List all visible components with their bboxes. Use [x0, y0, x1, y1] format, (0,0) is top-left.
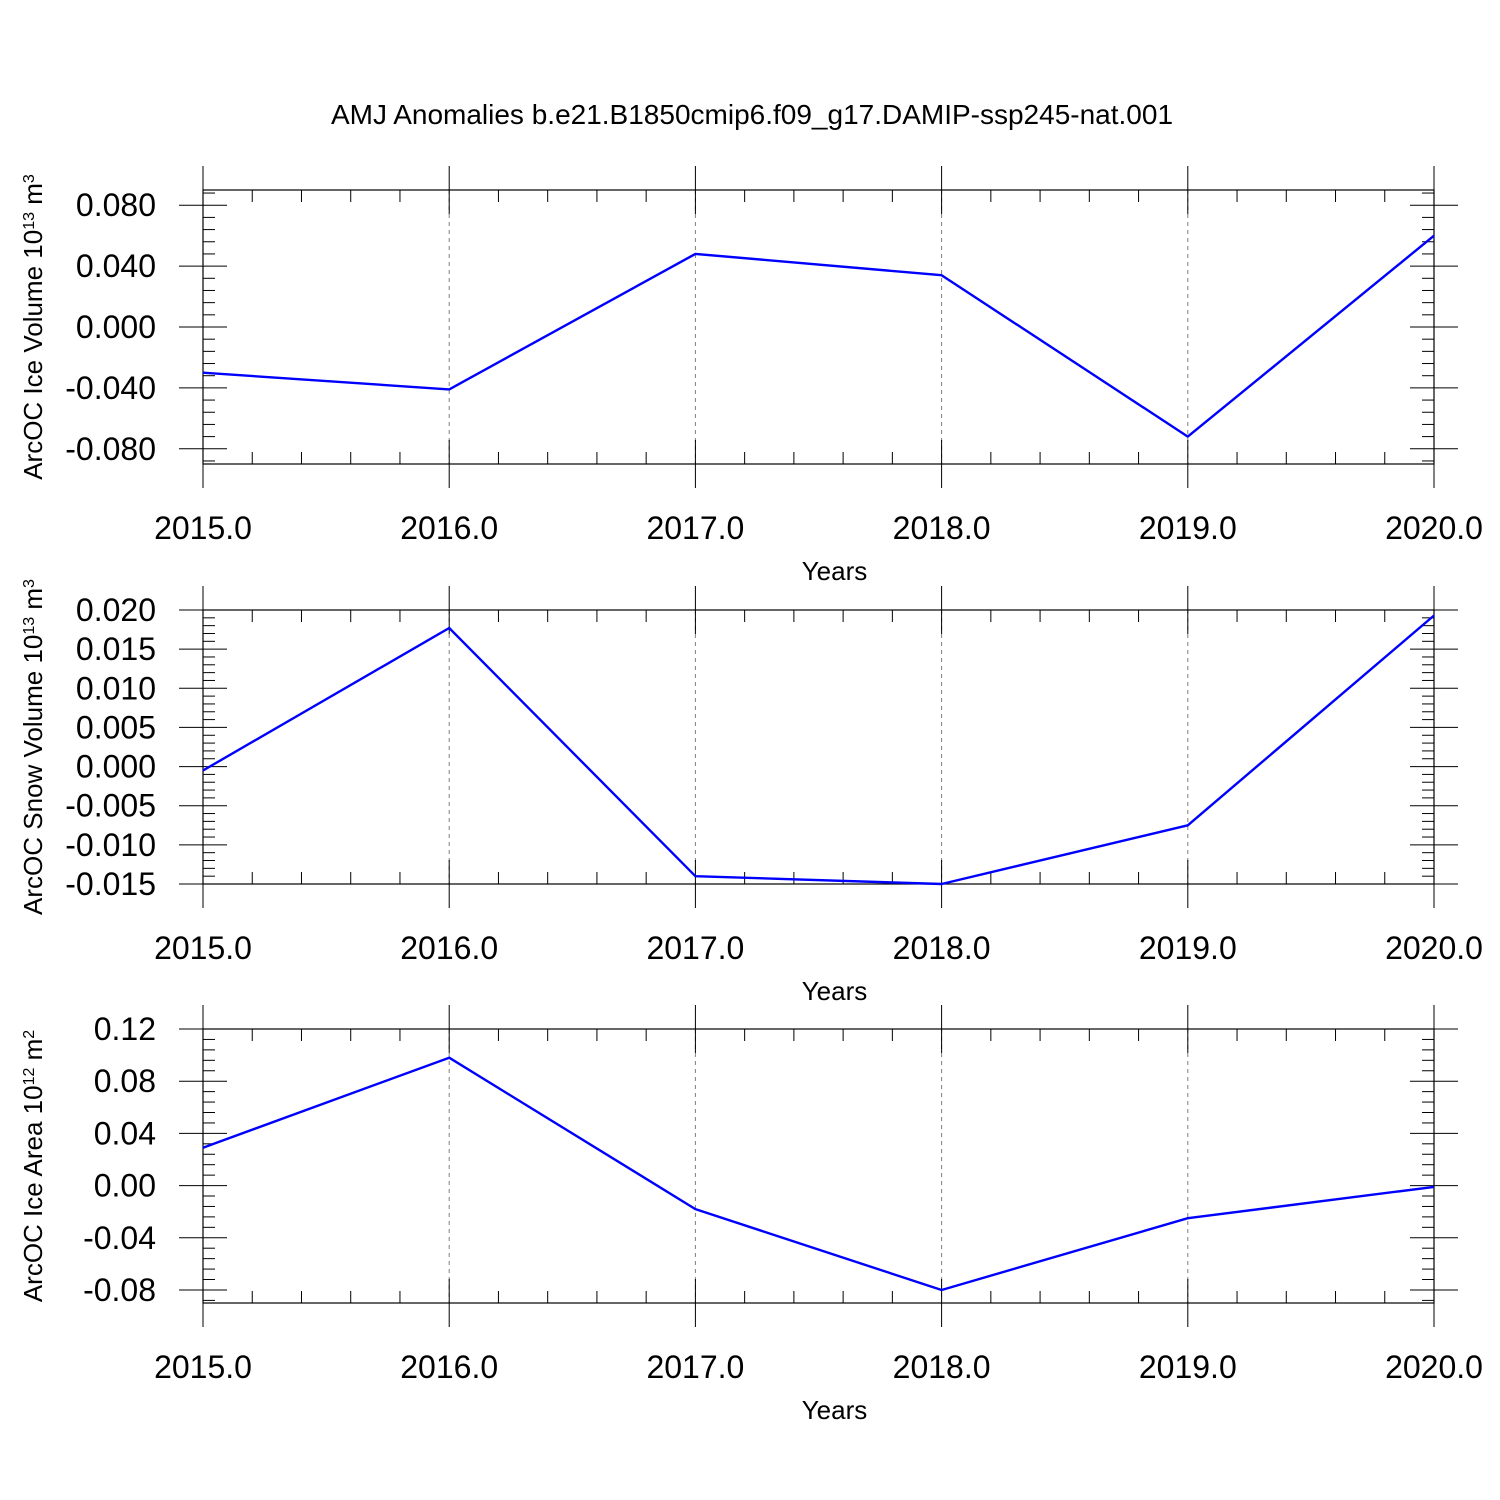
y-axis-label-text: ArcOC Ice Area 10: [18, 1085, 48, 1302]
y-axis-label-text: m: [18, 588, 48, 617]
y-tick-label: -0.080: [65, 431, 156, 467]
y-tick-label: 0.00: [94, 1168, 156, 1204]
y-tick-label: -0.015: [65, 866, 156, 902]
chart-panel-3: 2015.0 2016.0 2017.0 2018.0 2019.0 2020.0 Year…: [18, 1005, 1483, 1425]
y-axis-label-text: ArcOC Ice Volume 10: [18, 230, 48, 480]
y-axis-label-superscript: 2: [21, 1030, 38, 1039]
x-tick-label: 2020.0: [1385, 930, 1483, 966]
x-tick-label: 2017.0: [646, 510, 744, 546]
x-tick-label: 2020.0: [1385, 510, 1483, 546]
y-tick-label: 0.080: [76, 187, 156, 223]
y-tick-label: 0.12: [94, 1011, 156, 1047]
y-axis-label-text: ArcOC Snow Volume 10: [18, 635, 48, 915]
x-tick-label: 2019.0: [1139, 1349, 1237, 1385]
y-tick-label: 0.040: [76, 248, 156, 284]
plot-frame: [202, 189, 1435, 465]
y-tick-label: 0.020: [76, 592, 156, 628]
chart-panel-2: 2015.0 2016.0 2017.0 2018.0 2019.0 2020.0 Year…: [18, 579, 1483, 1006]
x-tick-label: 2018.0: [893, 930, 991, 966]
y-tick-label: 0.04: [94, 1115, 156, 1151]
x-tick-label: 2015.0: [154, 510, 252, 546]
y-axis-label-superscript: 12: [21, 1068, 38, 1086]
chart-title: AMJ Anomalies b.e21.B1850cmip6.f09_g17.D…: [331, 99, 1173, 130]
y-tick-label: -0.010: [65, 827, 156, 863]
y-tick-label: -0.08: [83, 1272, 156, 1308]
y-axis-label: ArcOC Ice Area 1012 m2: [18, 1030, 48, 1302]
y-axis-label-superscript: 13: [21, 617, 38, 635]
x-tick-label: 2015.0: [154, 1349, 252, 1385]
series-line: [202, 1056, 1435, 1292]
y-tick-label: -0.005: [65, 788, 156, 824]
y-axis-label-superscript: 13: [21, 212, 38, 230]
x-tick-label: 2018.0: [893, 510, 991, 546]
y-tick-label: 0.015: [76, 631, 156, 667]
y-axis-label-text: m: [18, 1039, 48, 1068]
x-axis-label: Years: [802, 1395, 868, 1425]
y-tick-label: 0.000: [76, 309, 156, 345]
y-tick-label: 0.010: [76, 670, 156, 706]
x-tick-label: 2015.0: [154, 930, 252, 966]
x-axis-label: Years: [802, 976, 868, 1006]
y-axis-label: ArcOC Snow Volume 1013 m3: [18, 579, 48, 915]
plot-frame: [202, 609, 1435, 885]
x-tick-label: 2016.0: [400, 930, 498, 966]
series-line: [202, 234, 1435, 438]
x-tick-label: 2019.0: [1139, 510, 1237, 546]
y-tick-label: 0.005: [76, 709, 156, 745]
y-axis-label-superscript: 3: [21, 174, 38, 183]
x-tick-label: 2017.0: [646, 1349, 744, 1385]
x-tick-label: 2017.0: [646, 930, 744, 966]
y-axis-label-superscript: 3: [21, 579, 38, 588]
y-tick-label: 0.08: [94, 1063, 156, 1099]
x-tick-label: 2019.0: [1139, 930, 1237, 966]
y-axis-label: ArcOC Ice Volume 1013 m3: [18, 174, 48, 480]
y-axis-label-text: m: [18, 183, 48, 212]
y-tick-label: -0.04: [83, 1220, 156, 1256]
series-line: [202, 614, 1435, 886]
x-axis-label: Years: [802, 556, 868, 586]
x-tick-label: 2016.0: [400, 510, 498, 546]
x-tick-label: 2018.0: [893, 1349, 991, 1385]
y-tick-label: 0.000: [76, 749, 156, 785]
x-tick-label: 2020.0: [1385, 1349, 1483, 1385]
y-tick-label: -0.040: [65, 370, 156, 406]
x-tick-label: 2016.0: [400, 1349, 498, 1385]
chart-panel-1: 2015.0 2016.0 2017.0 2018.0 2019.0 2020.0 Year…: [18, 166, 1483, 586]
plot-frame: [202, 1028, 1435, 1304]
